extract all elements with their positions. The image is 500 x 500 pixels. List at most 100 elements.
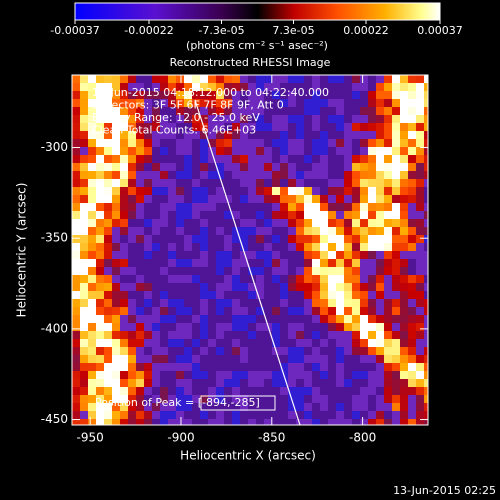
image-cell [192, 355, 200, 363]
image-cell [368, 139, 376, 147]
image-cell [256, 235, 264, 243]
image-cell [320, 315, 328, 323]
image-cell [136, 219, 144, 227]
image-cell [88, 187, 96, 195]
image-cell [80, 99, 88, 107]
image-cell [304, 211, 312, 219]
image-cell [320, 291, 328, 299]
image-cell [320, 243, 328, 251]
colorbar-tick-label: 0.00022 [343, 24, 389, 37]
image-cell [416, 307, 424, 315]
image-cell [128, 107, 136, 115]
image-cell [272, 379, 280, 387]
image-cell [424, 387, 428, 395]
image-cell [392, 147, 400, 155]
image-cell [336, 155, 344, 163]
image-cell [368, 163, 376, 171]
image-cell [112, 411, 120, 419]
image-cell [256, 195, 264, 203]
image-cell [216, 339, 224, 347]
image-cell [424, 107, 428, 115]
image-cell [368, 339, 376, 347]
image-cell [208, 187, 216, 195]
image-cell [384, 123, 392, 131]
image-cell [304, 363, 312, 371]
image-cell [296, 283, 304, 291]
image-cell [192, 283, 200, 291]
image-cell [96, 251, 104, 259]
image-cell [256, 323, 264, 331]
image-cell [264, 243, 272, 251]
image-cell [288, 243, 296, 251]
image-cell [248, 195, 256, 203]
image-cell [312, 419, 320, 425]
image-cell [240, 227, 248, 235]
image-cell [128, 235, 136, 243]
image-cell [208, 219, 216, 227]
y-tick-label: -300 [41, 140, 68, 154]
image-cell [344, 211, 352, 219]
image-cell [208, 91, 216, 99]
image-cell [248, 211, 256, 219]
image-cell [264, 347, 272, 355]
image-cell [248, 235, 256, 243]
image-cell [352, 363, 360, 371]
image-cell [104, 355, 112, 363]
image-cell [144, 275, 152, 283]
image-cell [144, 227, 152, 235]
image-cell [384, 171, 392, 179]
image-cell [208, 123, 216, 131]
image-cell [192, 291, 200, 299]
image-cell [192, 163, 200, 171]
image-cell [344, 91, 352, 99]
image-cell [424, 99, 428, 107]
image-cell [296, 371, 304, 379]
image-cell [248, 139, 256, 147]
image-cell [328, 139, 336, 147]
image-cell [104, 251, 112, 259]
image-cell [272, 235, 280, 243]
image-cell [352, 323, 360, 331]
image-cell [112, 403, 120, 411]
image-cell [168, 299, 176, 307]
image-cell [144, 107, 152, 115]
image-cell [200, 371, 208, 379]
image-cell [160, 371, 168, 379]
image-cell [264, 331, 272, 339]
image-cell [240, 283, 248, 291]
image-cell [240, 155, 248, 163]
image-cell [248, 147, 256, 155]
image-cell [176, 91, 184, 99]
image-cell [160, 403, 168, 411]
image-cell [152, 403, 160, 411]
image-cell [208, 403, 216, 411]
image-cell [224, 307, 232, 315]
image-cell [88, 347, 96, 355]
image-cell [192, 211, 200, 219]
image-cell [288, 179, 296, 187]
image-cell [136, 115, 144, 123]
image-cell [72, 115, 80, 123]
image-cell [408, 331, 416, 339]
image-cell [176, 411, 184, 419]
image-cell [400, 187, 408, 195]
image-cell [168, 83, 176, 91]
image-cell [384, 379, 392, 387]
image-cell [192, 179, 200, 187]
image-cell [392, 179, 400, 187]
image-cell [240, 203, 248, 211]
image-cell [304, 179, 312, 187]
image-cell [256, 123, 264, 131]
image-cell [376, 283, 384, 291]
image-cell [168, 227, 176, 235]
image-cell [232, 403, 240, 411]
image-cell [368, 403, 376, 411]
image-cell [416, 387, 424, 395]
image-cell [136, 235, 144, 243]
image-cell [408, 363, 416, 371]
image-cell [344, 147, 352, 155]
image-cell [248, 75, 256, 83]
image-cell [304, 99, 312, 107]
image-cell [240, 323, 248, 331]
image-cell [296, 107, 304, 115]
